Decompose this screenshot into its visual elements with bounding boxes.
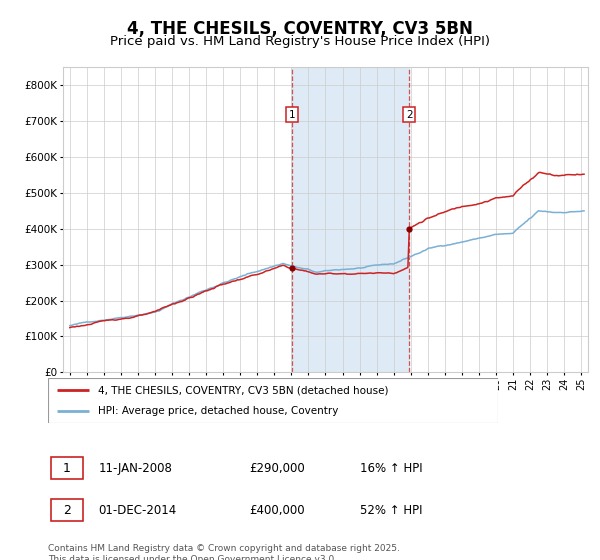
Text: 16% ↑ HPI: 16% ↑ HPI: [361, 461, 423, 475]
Text: 4, THE CHESILS, COVENTRY, CV3 5BN: 4, THE CHESILS, COVENTRY, CV3 5BN: [127, 20, 473, 38]
Text: 1: 1: [289, 110, 295, 119]
Text: 52% ↑ HPI: 52% ↑ HPI: [361, 503, 423, 517]
Text: 4, THE CHESILS, COVENTRY, CV3 5BN (detached house): 4, THE CHESILS, COVENTRY, CV3 5BN (detac…: [97, 385, 388, 395]
Text: £400,000: £400,000: [250, 503, 305, 517]
Text: 11-JAN-2008: 11-JAN-2008: [98, 461, 172, 475]
Text: £290,000: £290,000: [250, 461, 305, 475]
Text: 1: 1: [63, 461, 71, 475]
FancyBboxPatch shape: [50, 500, 83, 521]
FancyBboxPatch shape: [48, 378, 498, 423]
FancyBboxPatch shape: [50, 458, 83, 479]
Text: 2: 2: [63, 503, 71, 517]
Text: HPI: Average price, detached house, Coventry: HPI: Average price, detached house, Cove…: [97, 405, 338, 416]
Text: 01-DEC-2014: 01-DEC-2014: [98, 503, 176, 517]
Bar: [292, 67, 409, 372]
Text: 2: 2: [406, 110, 413, 119]
Text: Contains HM Land Registry data © Crown copyright and database right 2025.
This d: Contains HM Land Registry data © Crown c…: [48, 544, 400, 560]
Text: Price paid vs. HM Land Registry's House Price Index (HPI): Price paid vs. HM Land Registry's House …: [110, 35, 490, 48]
